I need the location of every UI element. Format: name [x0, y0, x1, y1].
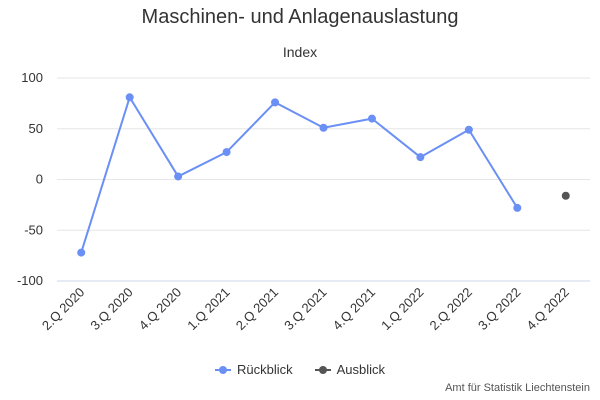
data-point	[416, 153, 425, 162]
chart-subtitle: Index	[282, 44, 318, 60]
x-tick-label: 4.Q 2020	[136, 285, 184, 333]
y-tick-label: 100	[21, 70, 43, 85]
series-line-0	[80, 96, 519, 253]
x-tick-label: 2.Q 2021	[233, 285, 281, 333]
data-point	[222, 148, 231, 157]
data-point	[319, 123, 328, 132]
data-point	[125, 93, 134, 102]
data-point	[513, 203, 522, 212]
legend-label-ausblick: Ausblick	[336, 362, 386, 377]
x-tick-label: 4.Q 2022	[523, 285, 571, 333]
y-tick-label: -50	[24, 222, 43, 237]
y-tick-label: 50	[29, 121, 43, 136]
y-tick-label: -100	[17, 273, 43, 288]
chart-credit: Amt für Statistik Liechtenstein	[445, 382, 590, 394]
legend-marker-rueckblick	[214, 365, 231, 375]
x-tick-label: 3.Q 2021	[281, 285, 329, 333]
data-point	[464, 125, 473, 134]
x-tick-label: 1.Q 2021	[184, 285, 232, 333]
x-tick-label: 1.Q 2022	[378, 285, 426, 333]
legend-label-rueckblick: Rückblick	[236, 362, 293, 377]
x-tick-label: 3.Q 2020	[87, 285, 135, 333]
data-point	[271, 98, 280, 107]
legend-item-ausblick[interactable]: Ausblick	[314, 362, 386, 377]
chart-legend: Rückblick Ausblick	[0, 362, 600, 377]
data-point	[174, 172, 183, 181]
x-tick-label: 2.Q 2022	[427, 285, 475, 333]
legend-marker-ausblick	[314, 365, 331, 375]
x-tick-label: 4.Q 2021	[330, 285, 378, 333]
legend-item-rueckblick[interactable]: Rückblick	[214, 362, 293, 377]
y-tick-label: 0	[36, 172, 43, 187]
data-point	[561, 191, 570, 200]
chart-title: Maschinen- und Anlagenauslastung	[141, 6, 459, 28]
data-point	[77, 248, 86, 257]
x-tick-label: 3.Q 2022	[475, 285, 523, 333]
x-tick-label: 2.Q 2020	[39, 285, 87, 333]
data-point	[367, 114, 376, 123]
